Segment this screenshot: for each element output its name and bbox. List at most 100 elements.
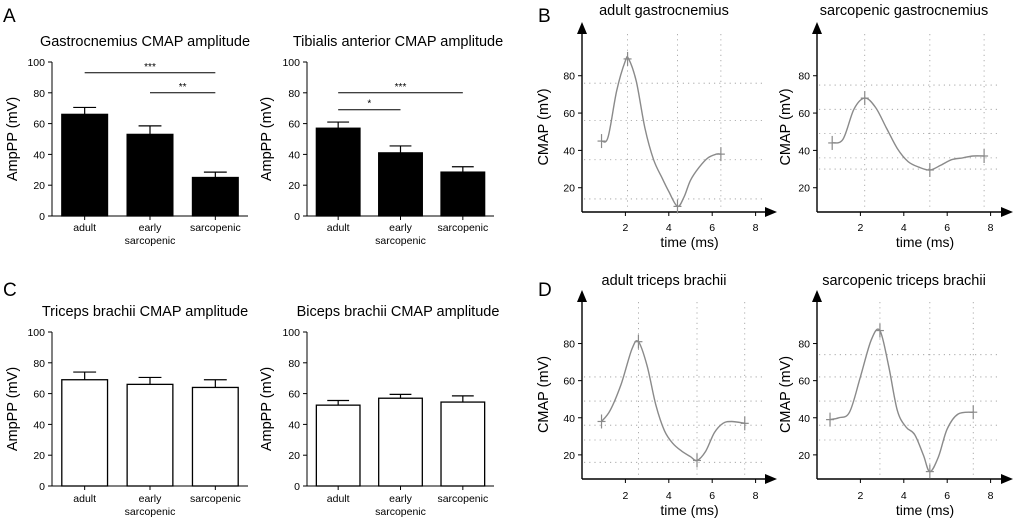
y-tick-label: 40 [288,149,300,161]
bar-chart-a1: Gastrocnemius CMAP amplitude AmpPP (mV) 0 2… [5,34,250,247]
y-tick-label: 20 [563,450,575,462]
category-label-line: adult [73,222,96,234]
x-axis-label: time (ms) [896,502,954,518]
y-tick-label: 100 [27,57,45,69]
x-axis-label: time (ms) [660,234,718,250]
x-axis-arrow [765,207,777,217]
significance-label: *** [395,82,407,93]
y-tick-label: 20 [288,180,300,192]
bar [440,401,486,487]
x-tick-label: 6 [944,222,950,234]
x-tick-label: 8 [988,222,994,234]
y-axis-arrow [812,22,822,34]
x-tick-label: 4 [901,222,907,234]
y-tick-label: 100 [27,327,45,339]
y-tick-label: 40 [798,413,810,425]
x-tick-label: 8 [988,490,994,502]
bar [126,383,174,487]
y-tick-label: 20 [288,450,300,462]
category-label-line: sarcopenic [125,235,176,247]
chart-title: adult triceps brachii [602,273,727,289]
chart-title: sarcopenic triceps brachii [822,273,986,289]
trace-chart-b2: sarcopenic gastrocnemius CMAP (mV) time (m… [778,3,1013,250]
x-tick-label: 8 [753,222,759,234]
bar [440,171,486,217]
y-tick-label: 80 [288,358,300,370]
y-axis-label: AmpPP (mV) [5,367,21,451]
chart-title: adult gastrocnemius [599,3,729,19]
bar-chart-c2: Biceps brachii CMAP amplitude AmpPP (mV) 0… [259,304,499,518]
x-tick-label: 2 [857,490,863,502]
x-tick-label: 4 [666,222,672,234]
y-tick-label: 20 [33,180,45,192]
x-tick-label: 2 [622,490,628,502]
y-axis-arrow [577,22,587,34]
category-label: sarcopenic [437,493,488,505]
y-tick-label: 20 [563,183,575,195]
x-tick-label: 2 [622,222,628,234]
bar [191,386,239,487]
y-axis-label: CMAP (mV) [778,88,794,165]
x-tick-label: 6 [944,490,950,502]
category-label: adult [327,493,350,505]
category-label-line: early [389,222,413,234]
y-axis-label: AmpPP (mV) [259,367,275,451]
category-label: sarcopenic [437,222,488,234]
y-tick-label: 60 [563,376,575,388]
bar [378,152,423,217]
y-tick-label: 40 [33,419,45,431]
y-tick-label: 80 [563,339,575,351]
y-tick-label: 60 [33,389,45,401]
y-axis-arrow [577,290,587,302]
bar [378,397,423,487]
category-label-line: early [139,493,163,505]
y-tick-label: 80 [563,71,575,83]
x-tick-label: 8 [753,490,759,502]
x-axis-label: time (ms) [660,502,718,518]
category-label: sarcopenic [190,493,241,505]
category-label: early sarcopenic [125,222,176,247]
chart-title: Triceps brachii CMAP amplitude [42,304,248,320]
y-tick-label: 0 [294,481,300,493]
trace-chart-d2: sarcopenic triceps brachii CMAP (mV) time … [778,273,1013,518]
cmap-trace [601,55,721,208]
x-tick-label: 4 [901,490,907,502]
y-axis-arrow [812,290,822,302]
x-tick-label: 2 [857,222,863,234]
y-axis-label: AmpPP (mV) [5,97,21,181]
x-axis-arrow [1001,474,1013,484]
bar [191,176,239,217]
bar-chart-c1: Triceps brachii CMAP amplitude AmpPP (mV)… [5,304,248,518]
category-label-line: sarcopenic [437,493,488,505]
charts-layer: Gastrocnemius CMAP amplitude AmpPP (mV) 0 2… [5,3,1013,518]
category-label: adult [327,222,350,234]
y-tick-label: 80 [33,88,45,100]
cmap-trace [829,328,974,473]
chart-title: Biceps brachii CMAP amplitude [297,304,500,320]
category-label: early sarcopenic [125,493,176,518]
category-label: early sarcopenic [375,222,426,247]
category-label-line: sarcopenic [190,222,241,234]
cmap-trace [600,339,745,462]
category-label-line: sarcopenic [375,235,426,247]
x-tick-label: 4 [666,490,672,502]
y-tick-label: 0 [294,211,300,223]
y-tick-label: 100 [282,327,300,339]
category-label-line: sarcopenic [375,506,426,518]
y-tick-label: 0 [39,481,45,493]
y-tick-label: 80 [798,339,810,351]
y-axis-label: CMAP (mV) [536,88,552,165]
chart-title: Gastrocnemius CMAP amplitude [40,34,250,50]
category-label-line: sarcopenic [190,493,241,505]
y-tick-label: 60 [288,119,300,131]
y-tick-label: 80 [33,358,45,370]
y-axis-label: CMAP (mV) [778,356,794,433]
category-label: sarcopenic [190,222,241,234]
bar [126,133,174,217]
significance-label: * [367,99,371,110]
y-tick-label: 60 [798,108,810,120]
category-label: adult [73,222,96,234]
chart-title: sarcopenic gastrocnemius [820,3,988,19]
panel-label-c: C [3,280,17,301]
y-tick-label: 60 [288,389,300,401]
